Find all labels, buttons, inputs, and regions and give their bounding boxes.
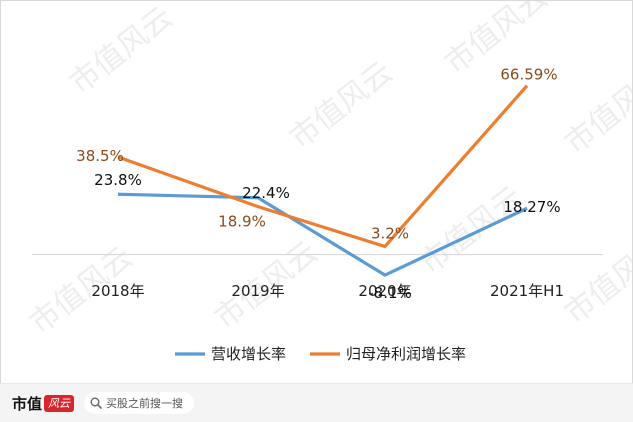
data-label: 18.27% bbox=[503, 198, 560, 216]
series-line-1 bbox=[117, 84, 529, 249]
watermark-text: 市值风云 bbox=[558, 60, 633, 161]
data-label: 18.9% bbox=[218, 213, 266, 231]
brand-name: 市值 bbox=[12, 394, 43, 413]
x-tick-label: 2020年 bbox=[358, 282, 411, 300]
search-box[interactable]: 买股之前搜一搜 bbox=[84, 392, 194, 414]
search-placeholder: 买股之前搜一搜 bbox=[106, 397, 183, 410]
search-icon bbox=[90, 397, 102, 409]
x-tick-label: 2019年 bbox=[231, 282, 284, 300]
brand-seal: 风云 bbox=[44, 394, 75, 412]
x-tick-label: 2018年 bbox=[91, 282, 144, 300]
data-label: 66.59% bbox=[500, 66, 557, 84]
data-label: 38.5% bbox=[76, 147, 124, 165]
brand-logo[interactable]: 市值 风云 bbox=[12, 392, 75, 414]
data-label: 23.8% bbox=[94, 171, 142, 189]
data-label: 3.2% bbox=[371, 224, 409, 242]
x-tick-label: 2021年H1 bbox=[490, 282, 564, 300]
data-label: 22.4% bbox=[242, 184, 290, 202]
data-label: -8.1% bbox=[368, 284, 412, 302]
legend-label: 归母净利润增长率 bbox=[346, 345, 466, 363]
series-line-0 bbox=[117, 192, 528, 277]
legend-label: 营收增长率 bbox=[211, 345, 286, 363]
watermark-text: 市值风云 bbox=[63, 0, 179, 101]
footer-bar: 市值 风云 买股之前搜一搜 bbox=[0, 383, 633, 422]
watermark-text: 市值风云 bbox=[283, 55, 399, 156]
watermark-text: 市值风云 bbox=[558, 230, 633, 331]
